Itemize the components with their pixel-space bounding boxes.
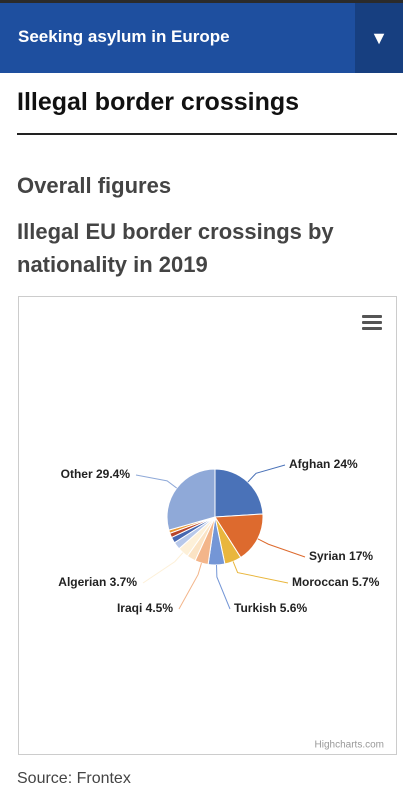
connector [232,561,289,584]
credits[interactable]: Highcharts.com [315,740,384,751]
label-category: Syrian [309,549,346,563]
connector [135,474,178,489]
chart-container [18,296,397,755]
label-value: 4.5% [146,601,174,615]
label-category: Other [61,467,93,481]
data-label: Other 29.4% [61,467,131,481]
section-title: Overall figures [17,173,172,198]
pie-slice [166,468,216,531]
data-label: Moroccan 5.7% [292,575,380,589]
connector [216,564,231,610]
connector [247,464,286,483]
data-label: Iraqi 4.5% [117,601,173,615]
page-title: Illegal border crossings [17,88,300,116]
source: Source: Frontex [17,770,131,787]
label-category: Afghan [289,457,330,471]
connector [142,552,184,584]
label-category: Iraqi [117,601,142,615]
label-category: Turkish [234,601,276,615]
label-value: 29.4% [96,467,130,481]
data-label: Syrian 17% [309,549,373,563]
pie-slice [214,468,264,518]
chart-title: Illegal EU border crossings by nationali… [17,219,334,277]
label-category: Algerian [58,575,106,589]
label-category: Moroccan [292,575,349,589]
data-label: Afghan 24% [289,457,358,471]
label-value: 17% [349,549,373,563]
pie-slice [214,513,264,559]
divider [17,133,397,135]
connector [257,538,306,558]
label-value: 3.7% [110,575,138,589]
data-label: Algerian 3.7% [58,575,137,589]
top-bar: Seeking asylum in Europe ▼ [0,0,403,73]
label-value: 5.6% [280,601,308,615]
label-value: 5.7% [352,575,380,589]
label-value: 24% [334,457,358,471]
site-title[interactable]: Seeking asylum in Europe [18,27,230,46]
menu-toggle[interactable]: ▼ [355,3,403,73]
connector [178,562,202,610]
data-label: Turkish 5.6% [234,601,307,615]
export-menu[interactable] [362,315,382,330]
